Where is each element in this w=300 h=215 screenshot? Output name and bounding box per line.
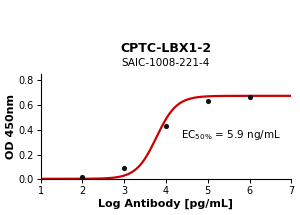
Point	[122, 167, 127, 170]
Point	[80, 175, 85, 179]
Text: CPTC-LBX1-2: CPTC-LBX1-2	[120, 42, 212, 55]
Text: EC$_{50\%}$ = 5.9 ng/mL: EC$_{50\%}$ = 5.9 ng/mL	[181, 128, 281, 142]
Point	[206, 99, 210, 103]
Point	[247, 95, 252, 98]
Text: SAIC-1008-221-4: SAIC-1008-221-4	[122, 58, 210, 68]
X-axis label: Log Antibody [pg/mL]: Log Antibody [pg/mL]	[98, 199, 233, 209]
Point	[164, 124, 168, 128]
Y-axis label: OD 450nm: OD 450nm	[6, 94, 16, 159]
